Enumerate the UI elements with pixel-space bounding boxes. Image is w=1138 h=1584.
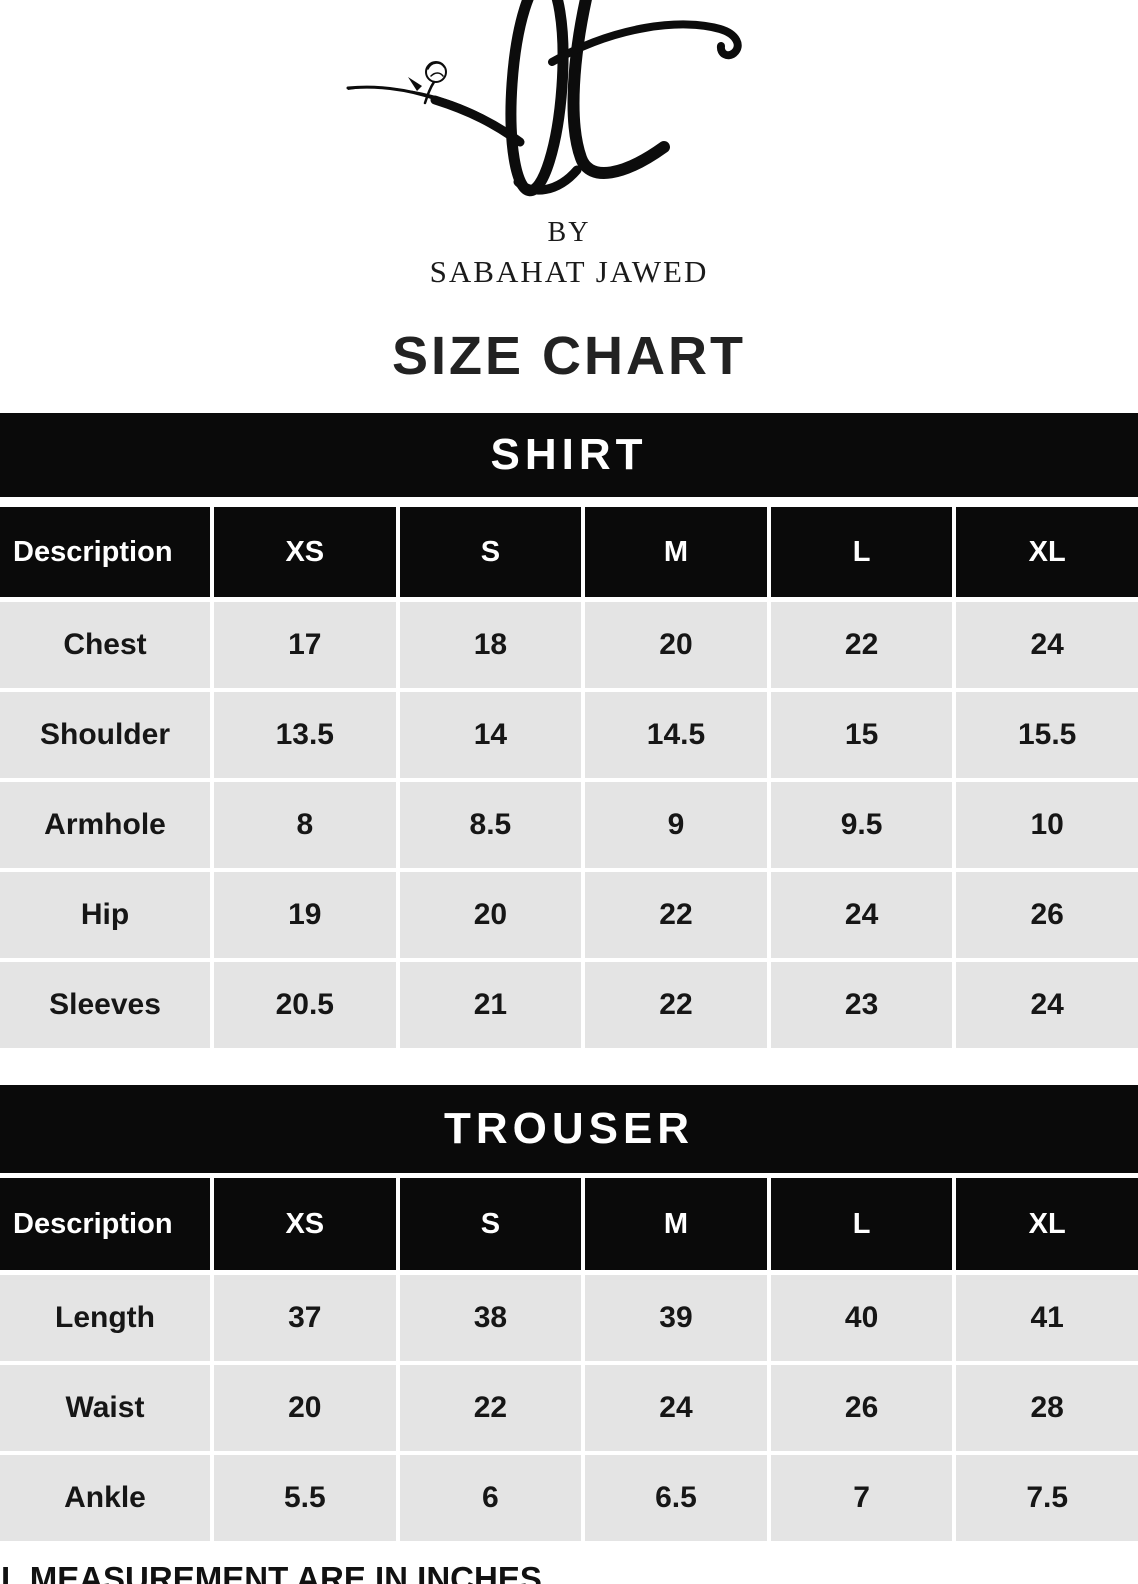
letter-t-stem (567, 0, 670, 179)
lt-monogram-logo (346, 0, 742, 197)
cell-value: 15.5 (956, 692, 1138, 778)
shirt-section-band: SHIRT (0, 413, 1138, 497)
cell-value: 24 (770, 872, 953, 958)
letter-t-crossbar (548, 20, 742, 66)
shirt-column-header-s: S (399, 507, 582, 597)
measurement-note: ALL MEASUREMENT ARE IN INCHES (0, 1560, 542, 1584)
cell-value: 37 (214, 1275, 396, 1361)
cell-value: 20 (399, 872, 582, 958)
cell-value: 26 (956, 872, 1138, 958)
trouser-header-row: Description XS S M L XL (0, 1178, 1138, 1270)
cell-value: 26 (770, 1365, 953, 1451)
cell-value: 40 (770, 1275, 953, 1361)
cell-value: 24 (956, 962, 1138, 1048)
brand-byline: BY (547, 217, 591, 248)
row-label: Shoulder (0, 692, 210, 778)
rose-petal-line-2 (430, 72, 444, 77)
cell-value: 10 (956, 782, 1138, 868)
cell-value: 8.5 (399, 782, 582, 868)
trouser-column-header-xl: XL (956, 1178, 1138, 1270)
trouser-column-header-description: Description (0, 1178, 210, 1270)
cell-value: 20.5 (214, 962, 396, 1048)
cell-value: 7.5 (956, 1455, 1138, 1541)
rose-icon (425, 61, 447, 83)
cell-value: 22 (585, 962, 767, 1048)
rose-leaf (408, 77, 422, 91)
cell-value: 17 (214, 602, 396, 688)
shirt-column-header-l: L (770, 507, 953, 597)
rose-petal-line (427, 62, 445, 70)
cell-value: 38 (399, 1275, 582, 1361)
loop-to-t-connector (513, 165, 582, 195)
cell-value: 41 (956, 1275, 1138, 1361)
cell-value: 24 (956, 602, 1138, 688)
row-label: Sleeves (0, 962, 210, 1048)
cell-value: 6.5 (585, 1455, 767, 1541)
brand-name: SABAHAT JAWED (429, 254, 709, 289)
cell-value: 21 (399, 962, 582, 1048)
cell-value: 20 (214, 1365, 396, 1451)
table-row-ankle: Ankle 5.5 6 6.5 7 7.5 (0, 1455, 1138, 1541)
row-label: Chest (0, 602, 210, 688)
trouser-column-header-s: S (399, 1178, 582, 1270)
cell-value: 8 (214, 782, 396, 868)
page-title: SIZE CHART (392, 326, 746, 386)
cell-value: 5.5 (214, 1455, 396, 1541)
shirt-column-header-description: Description (0, 507, 210, 597)
trouser-section-band: TROUSER (0, 1085, 1138, 1173)
cell-value: 9.5 (770, 782, 953, 868)
cell-value: 18 (399, 602, 582, 688)
shirt-header-row: Description XS S M L XL (0, 507, 1138, 597)
cell-value: 20 (585, 602, 767, 688)
cell-value: 13.5 (214, 692, 396, 778)
brand-logo (0, 0, 1138, 200)
trouser-column-header-l: L (770, 1178, 953, 1270)
cell-value: 6 (399, 1455, 582, 1541)
flourish-taper (348, 86, 515, 138)
table-row-shoulder: Shoulder 13.5 14 14.5 15 15.5 (0, 692, 1138, 778)
table-row-waist: Waist 20 22 24 26 28 (0, 1365, 1138, 1451)
table-row-length: Length 37 38 39 40 41 (0, 1275, 1138, 1361)
shirt-column-header-xl: XL (956, 507, 1138, 597)
letter-l-loop (505, 0, 569, 197)
row-label: Ankle (0, 1455, 210, 1541)
row-label: Length (0, 1275, 210, 1361)
cell-value: 24 (585, 1365, 767, 1451)
row-label: Armhole (0, 782, 210, 868)
table-row-hip: Hip 19 20 22 24 26 (0, 872, 1138, 958)
table-row-chest: Chest 17 18 20 22 24 (0, 602, 1138, 688)
trouser-column-header-m: M (585, 1178, 767, 1270)
cell-value: 14 (399, 692, 582, 778)
shirt-column-header-xs: XS (214, 507, 396, 597)
trouser-column-header-xs: XS (214, 1178, 396, 1270)
rose-stem (423, 80, 436, 105)
cell-value: 19 (214, 872, 396, 958)
cell-value: 22 (399, 1365, 582, 1451)
cell-value: 7 (770, 1455, 953, 1541)
row-label: Waist (0, 1365, 210, 1451)
row-label: Hip (0, 872, 210, 958)
shirt-column-header-m: M (585, 507, 767, 597)
cell-value: 9 (585, 782, 767, 868)
cell-value: 23 (770, 962, 953, 1048)
shirt-table-body: Chest 17 18 20 22 24 Shoulder 13.5 14 14… (0, 602, 1138, 1048)
cell-value: 14.5 (585, 692, 767, 778)
cell-value: 22 (585, 872, 767, 958)
trouser-table-body: Length 37 38 39 40 41 Waist 20 22 24 26 … (0, 1275, 1138, 1541)
table-row-sleeves: Sleeves 20.5 21 22 23 24 (0, 962, 1138, 1048)
cell-value: 22 (770, 602, 953, 688)
table-row-armhole: Armhole 8 8.5 9 9.5 10 (0, 782, 1138, 868)
cell-value: 39 (585, 1275, 767, 1361)
cell-value: 28 (956, 1365, 1138, 1451)
cell-value: 15 (770, 692, 953, 778)
